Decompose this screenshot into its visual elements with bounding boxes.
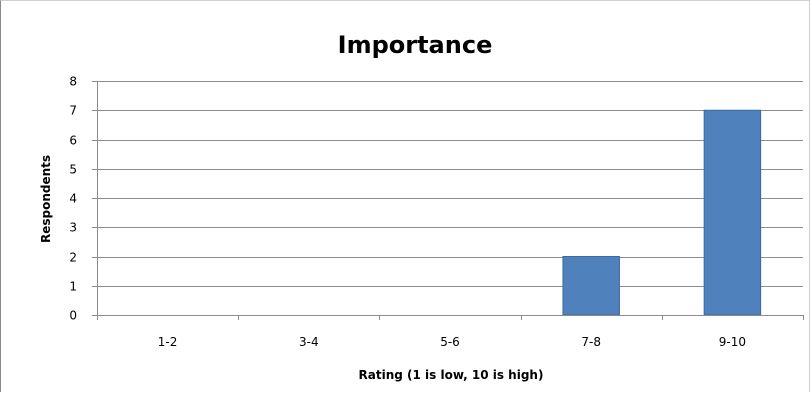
y-tick-label: 4 <box>69 192 77 206</box>
y-tick-label: 6 <box>69 134 77 148</box>
y-tick-label: 3 <box>69 221 77 235</box>
y-axis-title: Respondents <box>39 155 53 243</box>
y-tick-labels: 0 1 2 3 4 5 6 7 8 <box>69 75 77 323</box>
y-tick-label: 7 <box>69 104 77 118</box>
y-tick-label: 2 <box>69 251 77 265</box>
x-tick-label: 9-10 <box>719 335 746 349</box>
y-tick-label: 8 <box>69 75 77 89</box>
x-tick-label: 1-2 <box>158 335 178 349</box>
x-tick-label: 5-6 <box>440 335 460 349</box>
x-tick-label: 7-8 <box>581 335 601 349</box>
bar-9-10 <box>703 109 762 316</box>
x-tick-label: 3-4 <box>299 335 319 349</box>
chart-title: Importance <box>338 31 493 59</box>
x-axis-title: Rating (1 is low, 10 is high) <box>359 368 544 382</box>
x-tick-labels: 1-2 3-4 5-6 7-8 9-10 <box>158 335 746 349</box>
axes <box>92 81 804 320</box>
y-tick-label: 1 <box>69 280 77 294</box>
bar-7-8 <box>562 256 620 316</box>
gridlines <box>97 81 803 287</box>
y-tick-label: 0 <box>69 309 77 323</box>
bars <box>562 109 762 316</box>
y-tick-label: 5 <box>69 163 77 177</box>
